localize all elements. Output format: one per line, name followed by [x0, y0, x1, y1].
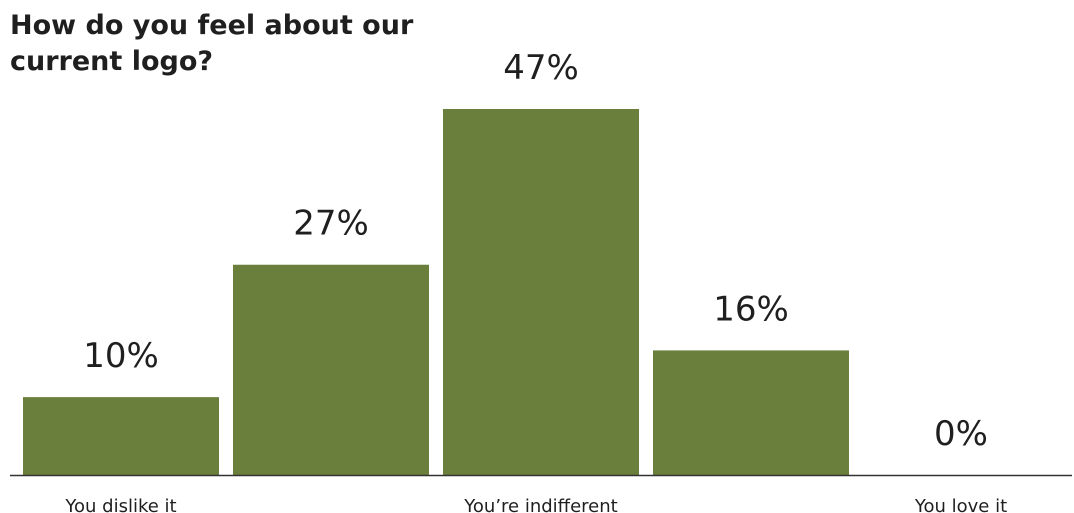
x-axis-label-1: You dislike it: [64, 496, 176, 513]
chart-title: How do you feel about our current logo?: [10, 10, 414, 77]
value-label-4: 16%: [713, 289, 789, 329]
x-axis-label-5: You love it: [914, 496, 1007, 513]
value-label-2: 27%: [293, 204, 369, 244]
bars-group: [23, 109, 849, 475]
bar-3: [443, 109, 639, 475]
value-labels-group: 10% 27% 47% 16% 0%: [83, 48, 988, 454]
x-axis-label-3: You’re indifferent: [463, 496, 617, 513]
value-label-5: 0%: [934, 414, 988, 454]
bar-1: [23, 397, 219, 475]
x-axis-labels-group: You dislike it You’re indifferent You love…: [64, 496, 1007, 513]
value-label-3: 47%: [503, 48, 579, 88]
value-label-1: 10%: [83, 336, 159, 376]
bar-4: [653, 350, 849, 475]
bar-2: [233, 264, 429, 475]
